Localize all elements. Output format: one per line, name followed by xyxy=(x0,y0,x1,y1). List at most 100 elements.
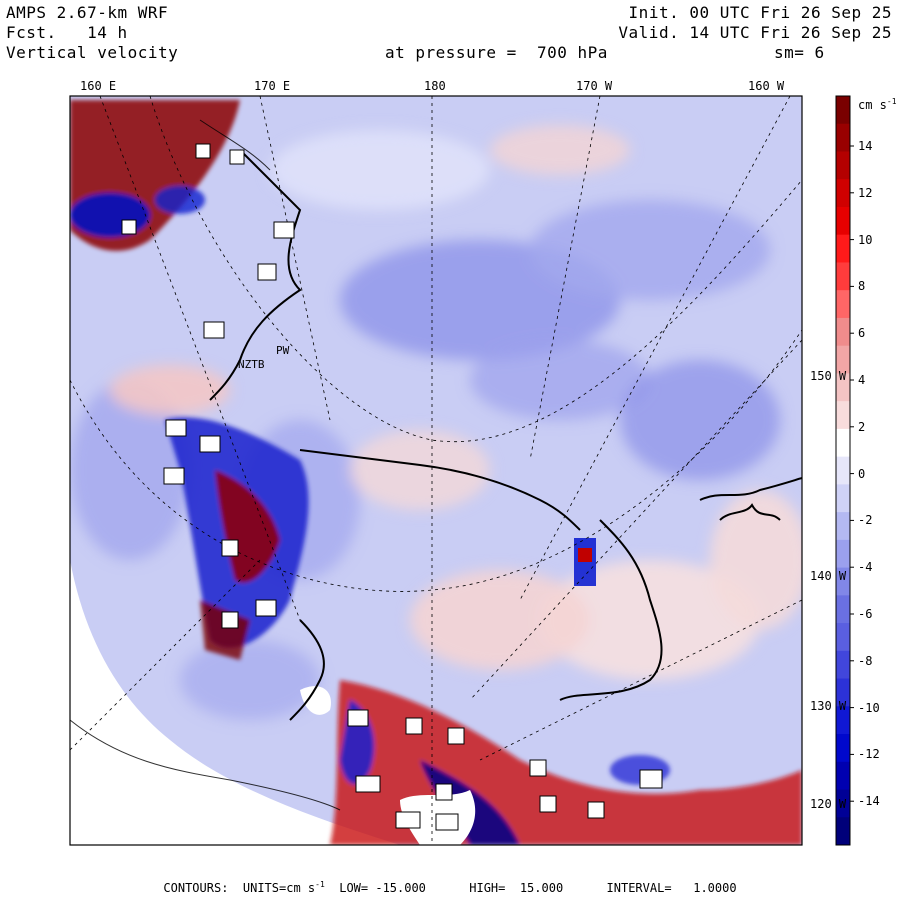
station-label: NZTB xyxy=(238,358,265,371)
extremum-marker xyxy=(257,263,277,281)
elevation-contour xyxy=(70,719,341,811)
field-patch xyxy=(350,430,490,510)
parallel-lower xyxy=(70,329,802,592)
colorbar-tick-label: 12 xyxy=(858,185,873,200)
colorbar-swatch xyxy=(836,789,850,818)
extremum-marker xyxy=(587,801,605,819)
field-patch xyxy=(410,570,590,670)
extremum-marker xyxy=(529,759,547,777)
field-patch xyxy=(490,125,630,175)
lon-label-170e: 170 E xyxy=(254,79,291,93)
colorbar-swatch xyxy=(836,428,850,458)
colorbar-tick-label: -8 xyxy=(858,653,873,668)
lon-label-170w: 170 W xyxy=(576,79,613,93)
extremum-marker xyxy=(221,611,239,629)
colorbar-swatch xyxy=(836,123,850,152)
map-frame xyxy=(69,95,803,846)
colorbar-swatch xyxy=(836,595,850,624)
colorbar-tick-label: -2 xyxy=(858,513,873,528)
coastline-victoria-land xyxy=(209,149,302,401)
field-patch xyxy=(470,340,650,420)
lon-label-140w: 140 W xyxy=(810,569,847,583)
field-patch xyxy=(180,640,320,720)
extremum-marker xyxy=(203,321,225,339)
parallel-upper xyxy=(149,96,802,443)
init-time: Init. 00 UTC Fri 26 Sep 25 xyxy=(628,3,892,22)
colorbar-swatch xyxy=(836,179,850,208)
coastline-marie-byrd xyxy=(559,519,663,701)
valid-time: Valid. 14 UTC Fri 26 Sep 25 xyxy=(618,23,892,42)
colorbar-swatch xyxy=(836,151,850,180)
lon-label-120w: 120 W xyxy=(810,797,847,811)
extremum-marker xyxy=(165,419,187,437)
forecast-hour: Fcst. 14 h xyxy=(6,23,128,42)
extremum-marker xyxy=(447,727,465,745)
colorbar-swatch xyxy=(836,650,850,680)
lon-label-160e: 160 E xyxy=(80,79,117,93)
field-patch xyxy=(710,490,802,630)
lon-label-180: 180 xyxy=(424,79,446,93)
extremum-marker xyxy=(229,149,245,165)
lon-label-150w: 150 W xyxy=(810,369,847,383)
elevation-contour xyxy=(199,119,271,171)
colorbar-swatch xyxy=(836,206,850,236)
colorbar-swatch xyxy=(836,401,850,430)
colorbar-tick-label: -10 xyxy=(858,700,880,715)
smoothing-value: sm= 6 xyxy=(774,43,825,62)
colorbar-swatch xyxy=(836,734,850,763)
meridian-170w xyxy=(529,96,601,461)
strong-downdraft-region xyxy=(70,193,150,237)
lon-label-160w: 160 W xyxy=(748,79,785,93)
extremum-marker xyxy=(395,811,421,829)
colorbar-tick-label: 14 xyxy=(858,139,873,153)
coastline-transantarctic xyxy=(289,619,325,721)
extremum-marker xyxy=(539,795,557,813)
colorbar-swatch xyxy=(836,234,850,263)
meridian-160e xyxy=(99,96,301,621)
colorbar-swatch xyxy=(836,567,850,596)
extremum-marker xyxy=(221,539,239,557)
masked-terrain xyxy=(300,686,331,715)
station-label: PW xyxy=(276,344,290,357)
colorbar-swatch xyxy=(836,373,850,402)
lon-label-130w: 130 W xyxy=(810,699,847,713)
model-title: AMPS 2.67-km WRF xyxy=(6,3,169,22)
colorbar-swatch xyxy=(836,456,850,485)
colorbar xyxy=(835,95,854,846)
field-patch xyxy=(70,380,190,560)
colorbar-tick-label: 8 xyxy=(858,279,866,294)
domain-edge xyxy=(70,560,400,845)
contour-info: CONTOURS: UNITS=cm s-1 LOW= -15.000 HIGH… xyxy=(163,880,737,895)
colorbar-swatch xyxy=(836,678,850,707)
colorbar-swatch xyxy=(836,345,850,374)
colorbar-units: cm s-1 xyxy=(858,97,897,112)
field-patch xyxy=(110,365,230,415)
strong-downdraft-region xyxy=(155,186,205,214)
colorbar-swatch xyxy=(836,290,850,319)
colorbar-swatch xyxy=(836,484,850,513)
strong-updraft-region xyxy=(578,548,592,562)
extremum-marker xyxy=(195,143,211,159)
colorbar-swatch xyxy=(836,623,850,652)
map-field: NZTB PW xyxy=(70,96,802,845)
colorbar-tick-label: 0 xyxy=(858,466,866,481)
pressure-level: at pressure = 700 hPa xyxy=(385,43,608,62)
ross-ice-shelf-front xyxy=(299,449,581,531)
colorbar-swatch xyxy=(836,317,850,347)
colorbar-tick-label: 10 xyxy=(858,232,873,247)
extremum-marker xyxy=(405,717,423,735)
colorbar-tick-label: 4 xyxy=(858,373,866,387)
meridian-150e xyxy=(70,559,261,751)
colorbar-tick-label: 2 xyxy=(858,419,866,434)
colorbar-swatch xyxy=(836,96,850,125)
field-patch xyxy=(530,200,770,300)
field-patch xyxy=(620,360,780,480)
colorbar-tick-label: -6 xyxy=(858,607,873,621)
extremum-marker xyxy=(435,813,459,831)
colorbar-tick-label: 6 xyxy=(858,326,866,341)
colorbar-swatch xyxy=(836,706,850,735)
colorbar-swatch xyxy=(836,539,850,569)
extremum-marker xyxy=(435,783,453,801)
colorbar-frame xyxy=(835,95,851,846)
